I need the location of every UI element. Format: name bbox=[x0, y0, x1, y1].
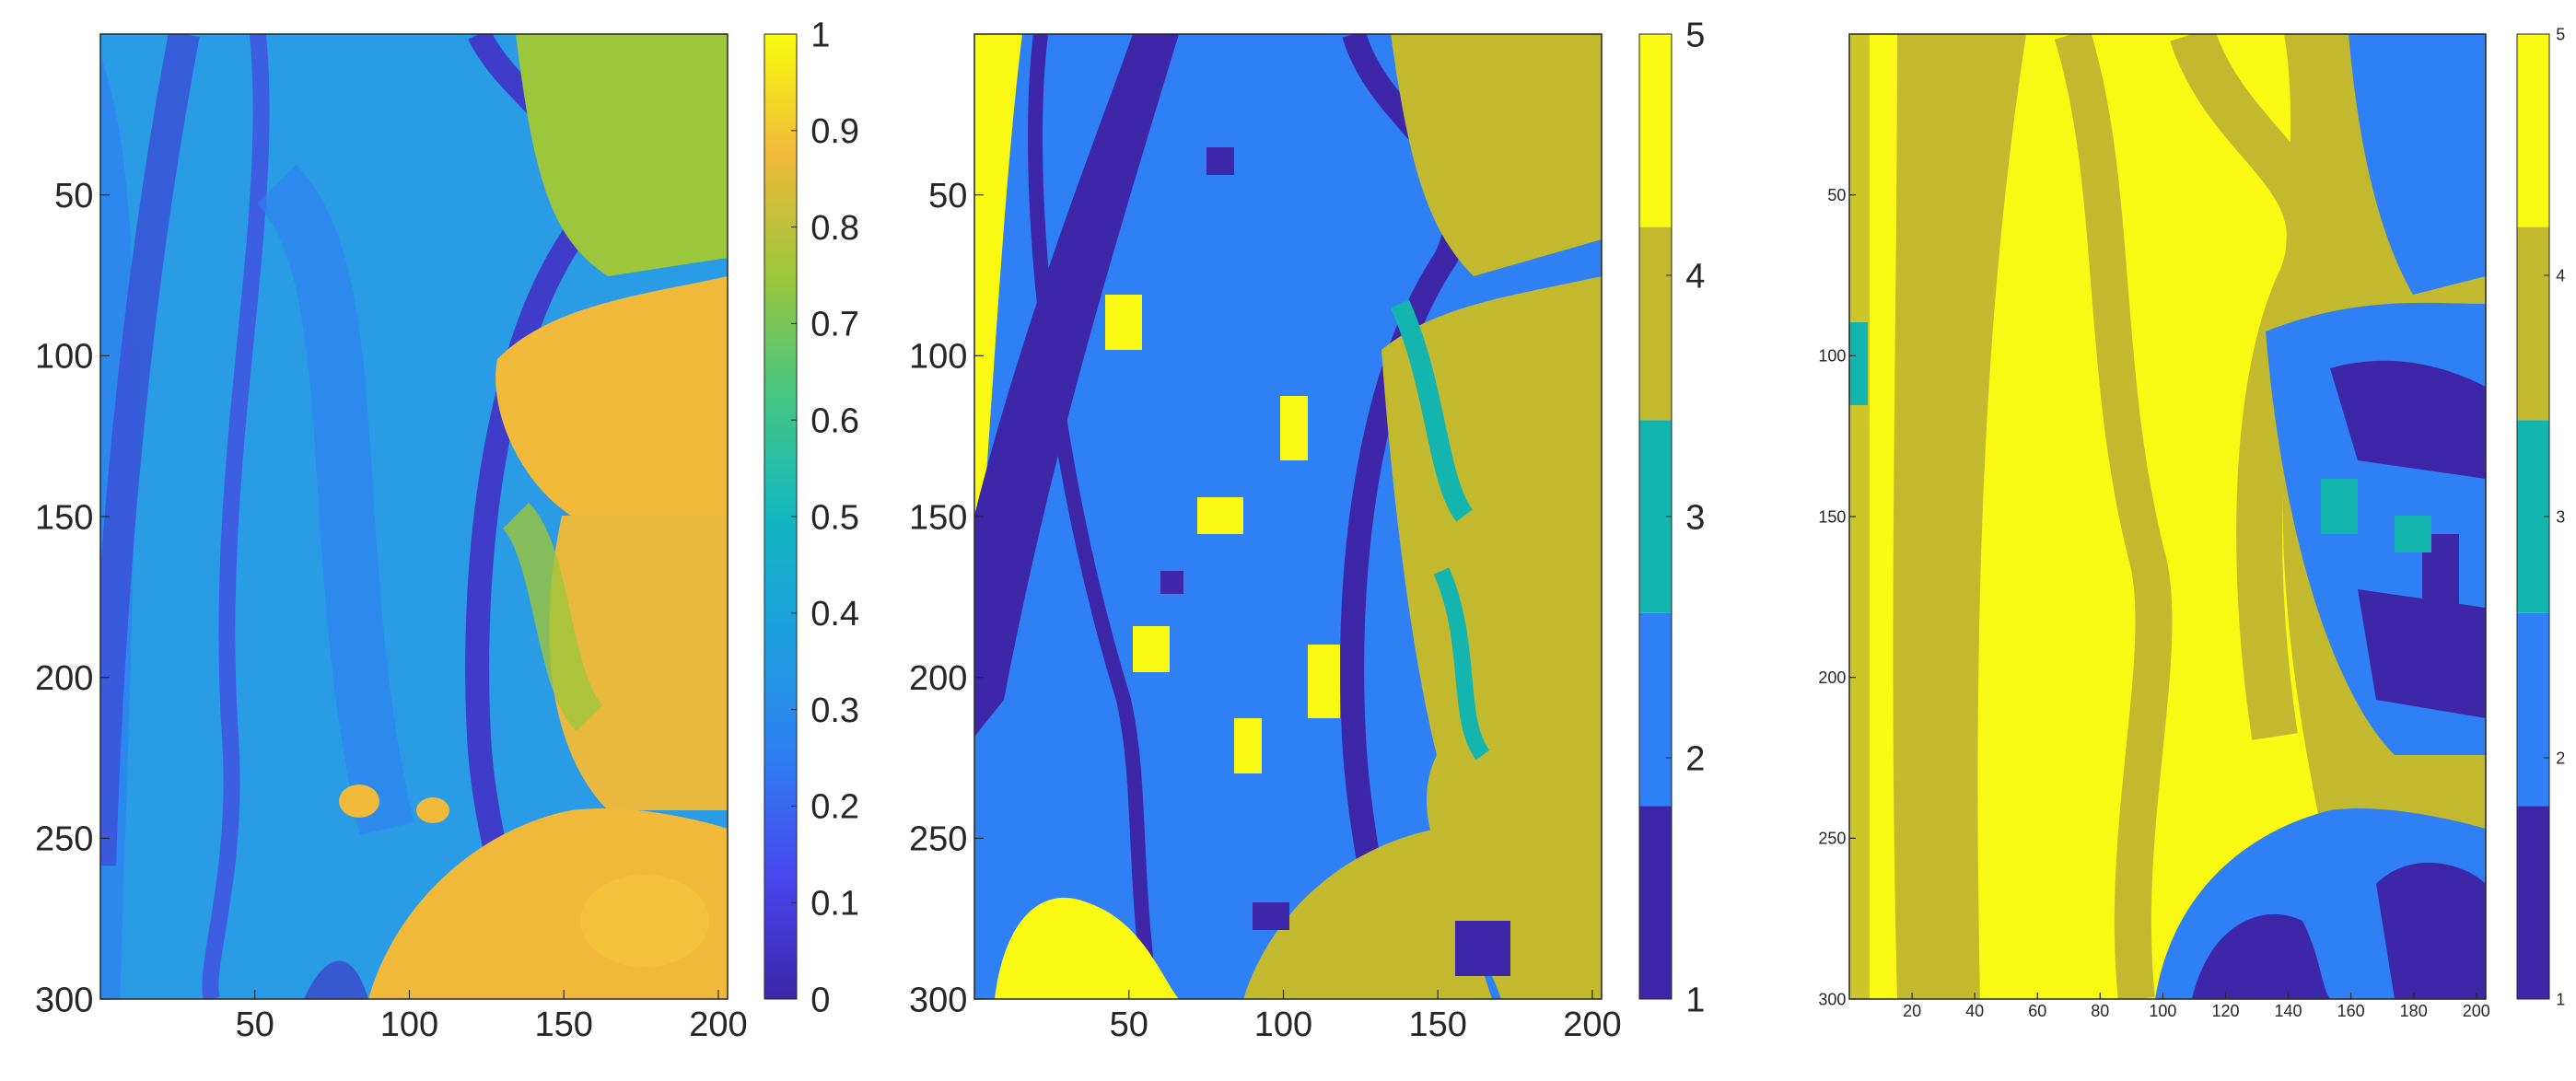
y-tick-label: 50 bbox=[1827, 186, 1846, 204]
heatmap-image bbox=[100, 34, 728, 999]
x-tick-label: 200 bbox=[1563, 1005, 1621, 1044]
heatmap-image bbox=[1849, 34, 2486, 999]
y-axis: 50 100 150 200 250 300 bbox=[1818, 186, 1856, 1008]
colorbar-segment-1 bbox=[1639, 806, 1672, 999]
colorbar-tick-label: 5 bbox=[1685, 16, 1705, 54]
y-tick-label: 300 bbox=[909, 981, 967, 1019]
colorbar-tick-label: 0.4 bbox=[810, 595, 859, 633]
x-tick-label: 150 bbox=[534, 1005, 592, 1044]
y-tick-label: 300 bbox=[35, 981, 93, 1019]
heatmap-panel-1: 50 100 150 200 50 100 150 200 250 300 0 0.1 0.2 0.3… bbox=[35, 16, 859, 1044]
colorbar-tick-label: 0.9 bbox=[810, 112, 859, 151]
colorbar-segment-4 bbox=[2517, 227, 2549, 421]
y-tick-label: 100 bbox=[1818, 347, 1846, 366]
y-axis: 50 100 150 200 250 300 bbox=[909, 177, 984, 1019]
y-tick-label: 250 bbox=[909, 820, 967, 859]
colorbar-tick-label: 0 bbox=[810, 981, 830, 1019]
y-axis: 50 100 150 200 250 300 bbox=[35, 177, 110, 1019]
x-tick-label: 80 bbox=[2091, 1002, 2109, 1020]
y-tick-label: 50 bbox=[928, 177, 967, 215]
colorbar-segment-5 bbox=[1639, 34, 1672, 227]
colorbar-tick-label: 2 bbox=[2556, 749, 2565, 767]
x-tick-label: 100 bbox=[2149, 1002, 2176, 1020]
x-tick-label: 180 bbox=[2400, 1002, 2428, 1020]
x-tick-label: 50 bbox=[1110, 1005, 1148, 1044]
heatmap-panel-3: 20 40 60 80 100 120 140 160 180 200 5010015020025… bbox=[1818, 25, 2565, 1020]
colorbar-tick-label: 0.8 bbox=[810, 209, 859, 248]
x-tick-label: 140 bbox=[2275, 1002, 2302, 1020]
x-tick-label: 20 bbox=[1903, 1002, 1921, 1020]
colorbar-segment-2 bbox=[1639, 612, 1672, 807]
x-tick-label: 160 bbox=[2337, 1002, 2365, 1020]
colorbar-ticks: 0 0.1 0.2 0.3 0.4 0.5 0.6 0.7 0.8 0.9 1 bbox=[791, 16, 859, 1019]
x-axis: 20 40 60 80 100 120 140 160 180 200 bbox=[1903, 993, 2490, 1020]
x-tick-label: 40 bbox=[1965, 1002, 1984, 1020]
x-tick-label: 200 bbox=[689, 1005, 747, 1044]
y-tick-label: 150 bbox=[1818, 507, 1846, 526]
colorbar-tick-label: 1 bbox=[810, 16, 830, 54]
y-tick-label: 300 bbox=[1818, 990, 1846, 1008]
colorbar-segment-1 bbox=[2517, 806, 2549, 999]
x-axis: 50 100 150 200 bbox=[1110, 990, 1622, 1044]
y-tick-label: 150 bbox=[35, 498, 93, 537]
colorbar-segment-2 bbox=[2517, 612, 2549, 807]
y-tick-label: 200 bbox=[909, 659, 967, 698]
colorbar-segment-5 bbox=[2517, 34, 2549, 227]
colorbar-ticks: 1 2 3 4 5 bbox=[2544, 25, 2565, 1008]
colorbar-tick-label: 0.1 bbox=[810, 885, 859, 924]
colorbar-tick-label: 4 bbox=[1685, 257, 1705, 296]
y-tick-label: 100 bbox=[909, 338, 967, 377]
heatmap-image bbox=[974, 34, 1602, 999]
colorbar-tick-label: 3 bbox=[2556, 507, 2565, 526]
colorbar-tick-label: 0.6 bbox=[810, 402, 859, 441]
y-tick-label: 200 bbox=[35, 659, 93, 698]
colorbar-tick-label: 0.2 bbox=[810, 788, 859, 827]
x-tick-label: 100 bbox=[1254, 1005, 1312, 1044]
x-tick-label: 120 bbox=[2211, 1002, 2239, 1020]
colorbar-tick-label: 1 bbox=[1685, 981, 1705, 1019]
colorbar-tick-label: 0.5 bbox=[810, 498, 859, 537]
colorbar-tick-label: 3 bbox=[1685, 498, 1705, 537]
colorbar-tick-label: 5 bbox=[2556, 25, 2565, 43]
y-tick-label: 50 bbox=[54, 177, 93, 215]
colorbar-tick-label: 0.7 bbox=[810, 306, 859, 344]
y-tick-label: 250 bbox=[1818, 830, 1846, 848]
x-tick-label: 200 bbox=[2463, 1002, 2490, 1020]
y-tick-label: 150 bbox=[909, 498, 967, 537]
y-tick-label: 100 bbox=[35, 338, 93, 377]
y-tick-label: 200 bbox=[1818, 668, 1846, 687]
x-tick-label: 60 bbox=[2028, 1002, 2046, 1020]
x-tick-label: 50 bbox=[236, 1005, 274, 1044]
heatmap-panel-2: 50 100 150 200 50 100 150 200 250 300 1 2 3 4 5 bbox=[909, 16, 1705, 1044]
colorbar-tick-label: 1 bbox=[2556, 990, 2565, 1008]
y-tick-label: 250 bbox=[35, 820, 93, 859]
colorbar-tick-label: 2 bbox=[1685, 739, 1705, 778]
x-axis: 50 100 150 200 bbox=[236, 990, 748, 1044]
colorbar-tick-label: 0.3 bbox=[810, 692, 859, 730]
x-tick-label: 150 bbox=[1408, 1005, 1466, 1044]
colorbar-tick-label: 4 bbox=[2556, 266, 2565, 285]
x-tick-label: 100 bbox=[380, 1005, 438, 1044]
colorbar-segment-4 bbox=[1639, 227, 1672, 421]
colorbar-ticks: 1 2 3 4 5 bbox=[1666, 16, 1705, 1019]
